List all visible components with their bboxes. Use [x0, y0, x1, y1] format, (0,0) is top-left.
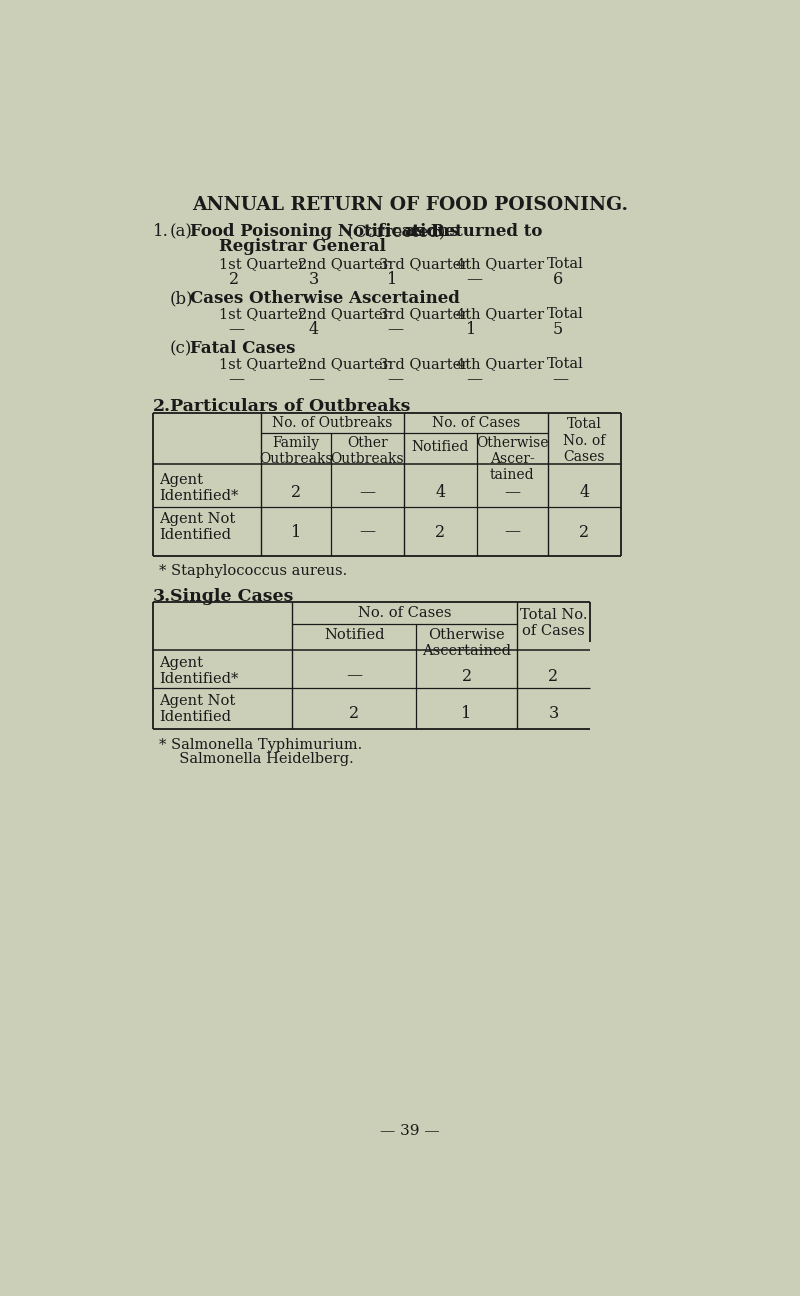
Text: 1st Quarter: 1st Quarter	[219, 358, 306, 371]
Text: —: —	[504, 524, 520, 540]
Text: 3rd Quarter: 3rd Quarter	[379, 307, 468, 321]
Text: 2: 2	[229, 271, 238, 288]
Text: Single Cases: Single Cases	[170, 588, 293, 605]
Text: —: —	[309, 371, 325, 388]
Text: No. of Cases: No. of Cases	[432, 416, 520, 430]
Text: 3.: 3.	[153, 588, 171, 605]
Text: Total No.
of Cases: Total No. of Cases	[520, 608, 587, 638]
Text: 4: 4	[309, 321, 318, 338]
Text: Agent Not
Identified: Agent Not Identified	[159, 693, 235, 724]
Text: as Returned to: as Returned to	[405, 223, 542, 240]
Text: 2nd Quarter: 2nd Quarter	[298, 257, 390, 271]
Text: —: —	[466, 271, 482, 288]
Text: * Staphylococcus aureus.: * Staphylococcus aureus.	[159, 564, 347, 578]
Text: ANNUAL RETURN OF FOOD POISONING.: ANNUAL RETURN OF FOOD POISONING.	[192, 196, 628, 214]
Text: (Corrected): (Corrected)	[342, 223, 450, 240]
Text: 4th Quarter: 4th Quarter	[457, 257, 545, 271]
Text: Particulars of Outbreaks: Particulars of Outbreaks	[170, 398, 410, 415]
Text: (b): (b)	[170, 290, 194, 307]
Text: —: —	[229, 371, 245, 388]
Text: Notified: Notified	[411, 441, 469, 455]
Text: —: —	[359, 485, 375, 502]
Text: 1: 1	[462, 705, 472, 722]
Text: Agent
Identified*: Agent Identified*	[159, 656, 238, 686]
Text: Cases Otherwise Ascertained: Cases Otherwise Ascertained	[190, 290, 460, 307]
Text: 1.: 1.	[153, 223, 169, 240]
Text: Other
Outbreaks: Other Outbreaks	[330, 435, 404, 467]
Text: —: —	[553, 371, 569, 388]
Text: 2: 2	[579, 524, 590, 540]
Text: —: —	[466, 371, 482, 388]
Text: 3: 3	[548, 705, 558, 722]
Text: 2.: 2.	[153, 398, 170, 415]
Text: (a): (a)	[170, 223, 193, 240]
Text: 3: 3	[309, 271, 318, 288]
Text: Total: Total	[546, 257, 583, 271]
Text: Otherwise
Ascertained: Otherwise Ascertained	[422, 627, 511, 658]
Text: 1st Quarter: 1st Quarter	[219, 307, 306, 321]
Text: 1: 1	[291, 524, 302, 540]
Text: 1: 1	[466, 321, 476, 338]
Text: 6: 6	[553, 271, 563, 288]
Text: 2: 2	[548, 667, 558, 684]
Text: 2nd Quarter: 2nd Quarter	[298, 358, 390, 371]
Text: Fatal Cases: Fatal Cases	[190, 341, 295, 358]
Text: 5: 5	[553, 321, 563, 338]
Text: —: —	[386, 371, 403, 388]
Text: Agent Not
Identified: Agent Not Identified	[159, 512, 235, 542]
Text: No. of Outbreaks: No. of Outbreaks	[272, 416, 393, 430]
Text: —: —	[229, 321, 245, 338]
Text: 1: 1	[386, 271, 397, 288]
Text: 2: 2	[291, 485, 301, 502]
Text: Food Poisoning Notifications: Food Poisoning Notifications	[190, 223, 458, 240]
Text: 2: 2	[349, 705, 359, 722]
Text: —: —	[386, 321, 403, 338]
Text: 4th Quarter: 4th Quarter	[457, 358, 545, 371]
Text: —: —	[504, 485, 520, 502]
Text: 2nd Quarter: 2nd Quarter	[298, 307, 390, 321]
Text: 4: 4	[579, 485, 590, 502]
Text: (c): (c)	[170, 341, 192, 358]
Text: 2: 2	[435, 524, 446, 540]
Text: Agent
Identified*: Agent Identified*	[159, 473, 238, 503]
Text: 3rd Quarter: 3rd Quarter	[379, 257, 468, 271]
Text: Total: Total	[546, 307, 583, 321]
Text: 4th Quarter: 4th Quarter	[457, 307, 545, 321]
Text: No. of Cases: No. of Cases	[358, 607, 451, 619]
Text: Total
No. of
Cases: Total No. of Cases	[563, 417, 606, 464]
Text: Notified: Notified	[324, 627, 385, 642]
Text: Family
Outbreaks: Family Outbreaks	[259, 435, 333, 467]
Text: Registrar General: Registrar General	[219, 238, 386, 255]
Text: 3rd Quarter: 3rd Quarter	[379, 358, 468, 371]
Text: 4: 4	[435, 485, 446, 502]
Text: * Salmonella Typhimurium.: * Salmonella Typhimurium.	[159, 739, 362, 753]
Text: 2: 2	[462, 667, 472, 684]
Text: Salmonella Heidelberg.: Salmonella Heidelberg.	[170, 752, 354, 766]
Text: —: —	[359, 524, 375, 540]
Text: —: —	[346, 667, 362, 684]
Text: 1st Quarter: 1st Quarter	[219, 257, 306, 271]
Text: Total: Total	[546, 358, 583, 371]
Text: — 39 —: — 39 —	[380, 1124, 440, 1138]
Text: Otherwise
Ascer-
tained: Otherwise Ascer- tained	[476, 435, 549, 482]
